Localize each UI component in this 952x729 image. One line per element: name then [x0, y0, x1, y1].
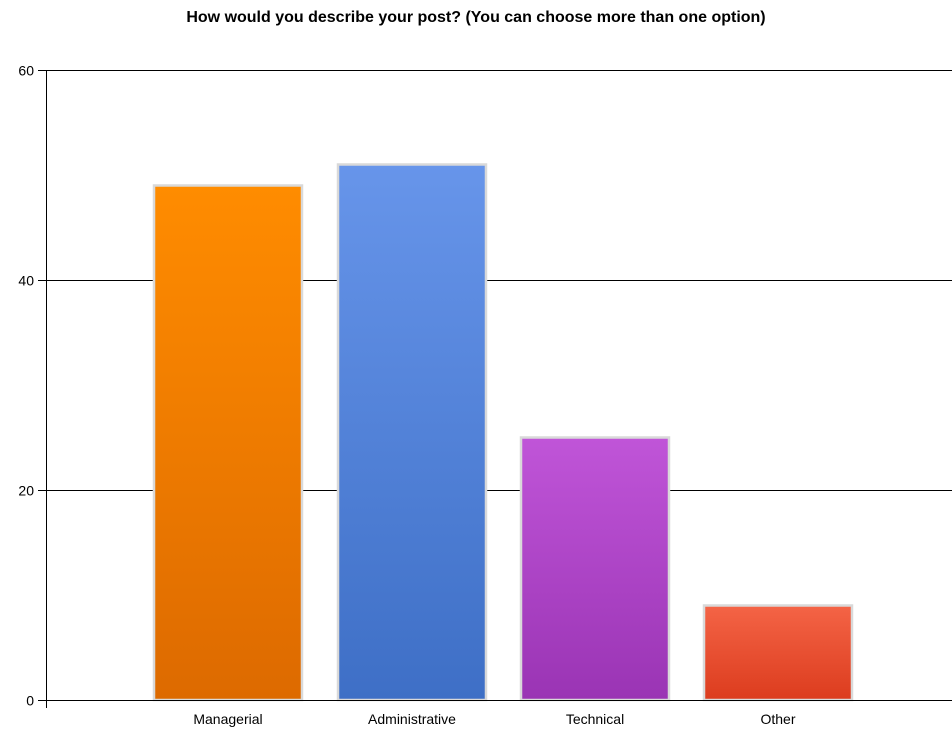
x-tick-label-other: Other	[760, 711, 795, 727]
axes	[38, 70, 952, 708]
y-tick-label-20: 20	[18, 483, 34, 499]
bar-other	[702, 604, 854, 702]
bar-technical	[519, 436, 671, 702]
bar-managerial	[152, 184, 304, 702]
y-tick-label-60: 60	[18, 63, 34, 79]
bar-administrative	[336, 163, 488, 702]
tick-labels: 0 20 40 60 Managerial Administrative Technical…	[18, 63, 795, 728]
bars	[152, 163, 854, 702]
x-tick-label-administrative: Administrative	[368, 711, 456, 727]
x-tick-label-technical: Technical	[566, 711, 624, 727]
y-tick-label-0: 0	[26, 693, 34, 709]
y-tick-label-40: 40	[18, 273, 34, 289]
chart-title: How would you describe your post? (You c…	[186, 9, 766, 26]
x-tick-label-managerial: Managerial	[193, 711, 262, 727]
